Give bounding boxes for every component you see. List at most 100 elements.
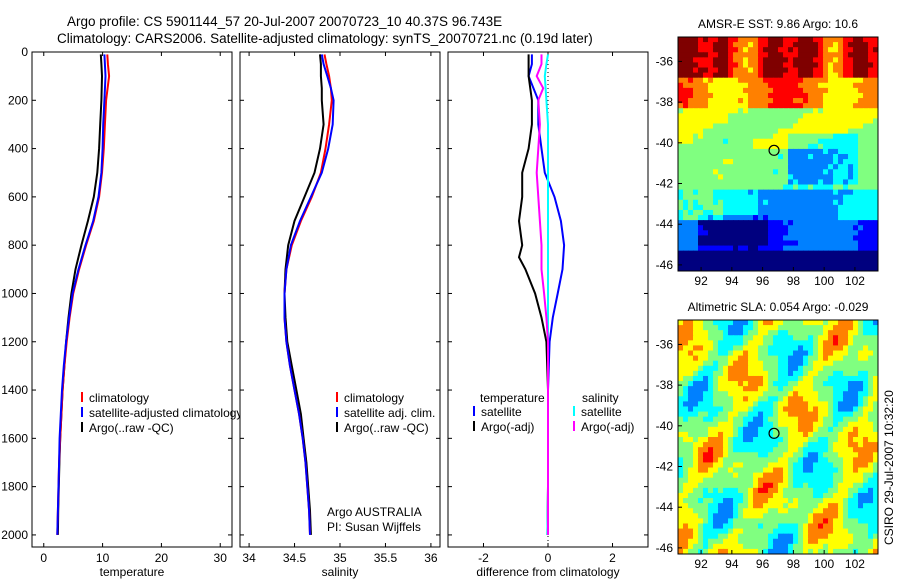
sst-map-cell [813,179,819,186]
sla-map-cell [803,431,809,438]
sla-map-cell [843,513,849,519]
sla-map-cell [708,467,714,474]
sst-map-cell [728,67,734,74]
sla-map-cell [753,472,759,479]
sst-map-cell [733,184,739,191]
sst-map-cell [778,42,784,48]
sst-map-cell [748,215,754,221]
sla-map-cell [868,462,874,469]
sst-map-cell [718,57,724,64]
sst-map-cell [863,184,869,191]
sla-map-cell [798,487,804,494]
sla-map-cell [743,447,749,453]
sst-map-cell [863,118,869,125]
sst-map-cell [738,240,744,247]
sst-map-cell [848,220,854,226]
sla-map-cell [843,345,849,352]
sst-map-cell [798,98,804,104]
sst-map-cell [723,225,729,231]
sst-map-cell [833,103,839,109]
sla-map-cell [718,533,724,540]
sla-map-cell [748,513,754,519]
sla-map-cell [718,401,724,408]
sla-map-cell [838,487,844,494]
sla-map-cell [813,513,819,519]
sst-map-cell [758,154,764,160]
sst-map-cell [768,209,774,216]
sst-map-cell [783,47,789,53]
sst-map-cell [858,52,864,58]
sst-map-cell [713,87,719,94]
sla-map-cell [778,482,784,489]
sst-map-cell [818,123,824,130]
sla-map-cell [763,543,769,550]
sst-map-cell [713,113,719,119]
sst-map-cell [798,143,804,150]
sst-map-cell [813,194,819,201]
sla-map-cell [783,406,789,413]
sla-map-cell [703,406,709,413]
sla-map-cell [833,411,839,418]
sst-map-cell [873,260,878,267]
sst-map-cell [758,225,764,231]
sst-map-cell [718,37,724,43]
sla-map-cell [678,533,684,540]
sla-map-xtick-label: 96 [756,557,770,571]
sst-map-cell [713,255,719,262]
sst-map-cell [763,113,769,119]
sst-map-cell [818,240,824,247]
sla-map-cell [818,416,824,423]
sst-map-cell [738,133,744,140]
sst-map-cell [803,42,809,48]
sla-map-cell [853,365,859,372]
sla-map-cell [828,548,834,554]
sst-map-cell [703,174,709,181]
sla-map-ytick-label: -40 [656,419,674,433]
sst-map-cell [738,108,744,114]
sst-map-cell [698,245,704,252]
sst-map-cell [803,67,809,74]
sst-map-cell [723,230,729,236]
sla-map-cell [808,538,814,545]
sla-map-cell [683,492,689,499]
sst-map-cell [853,133,859,140]
sla-map-cell [823,442,829,448]
sla-map-cell [718,548,724,554]
sst-map-cell [693,245,699,252]
sla-map-cell [838,472,844,479]
sst-map-cell [763,255,769,262]
sst-map-cell [803,199,809,206]
sla-map-cell [708,421,714,428]
sla-map-cell [733,498,739,504]
sla-map-cell [858,421,864,428]
sst-map-cell [678,245,684,252]
sst-map-cell [788,215,794,221]
sla-map-cell [783,370,789,377]
sla-map-cell [678,467,684,474]
sst-map-cell [728,92,734,99]
sla-map-cell [708,462,714,469]
sla-map-cell [838,447,844,453]
sst-map-cell [738,82,744,89]
sst-map-cell [848,265,854,271]
sst-map-cell [863,108,869,114]
sla-map-cell [718,452,724,458]
sst-map-cell [753,164,759,170]
sla-map-cell [688,477,694,484]
sst-map-cell [803,179,809,186]
sla-map-cell [818,350,824,357]
sla-map-cell [778,513,784,519]
sst-map-cell [743,57,749,64]
sla-map-cell [863,345,869,352]
sst-map-cell [838,103,844,109]
sla-map-cell [743,355,749,362]
sla-map-cell [778,370,784,377]
sla-map-cell [823,431,829,438]
sst-map-cell [713,138,719,145]
sst-map-cell [708,189,714,196]
sla-map-cell [823,447,829,453]
sst-map-cell [678,265,684,271]
sst-map-cell [688,77,694,84]
sst-map-cell [738,103,744,109]
sst-map-cell [733,169,739,175]
